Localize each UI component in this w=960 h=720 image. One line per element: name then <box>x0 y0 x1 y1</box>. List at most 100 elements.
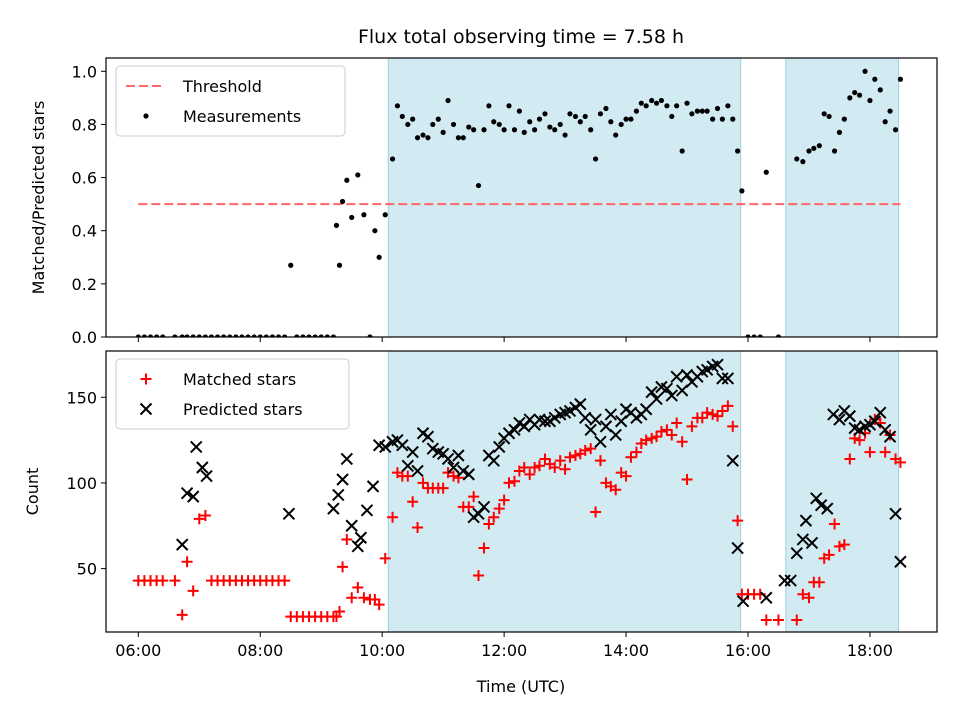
measurements-point <box>450 121 457 128</box>
measurements-point <box>577 119 583 125</box>
predicted-stars-point <box>190 440 203 454</box>
matched-stars-point <box>655 426 667 438</box>
matched-stars-point <box>686 420 698 432</box>
measurements-point <box>410 116 416 122</box>
matched-stars-point <box>334 605 346 617</box>
measurements-point <box>324 334 330 337</box>
measurements-point <box>282 334 288 337</box>
matched-stars-point <box>797 588 809 600</box>
measurements-point <box>618 121 624 128</box>
legend-label: Measurements <box>183 107 301 126</box>
measurements-point <box>521 129 527 135</box>
measurements-point <box>892 127 899 133</box>
predicted-stars-point <box>805 536 819 550</box>
matched-stars-point <box>727 420 739 432</box>
measurements-point <box>800 159 806 165</box>
y-tick-label: 150 <box>66 388 97 407</box>
y-axis-label-2: Count <box>23 468 42 516</box>
measurements-point <box>330 334 337 337</box>
measurements-point <box>664 103 670 109</box>
measurements-point <box>689 111 695 117</box>
matched-stars-point <box>407 496 419 508</box>
chart-title: Flux total observing time = 7.58 h <box>358 26 684 48</box>
measurements-point <box>160 334 166 337</box>
matched-stars-point <box>187 585 199 597</box>
measurements-point <box>897 76 904 82</box>
matched-stars-point <box>701 407 713 419</box>
measurements-point <box>710 116 716 122</box>
measurements-point <box>588 127 594 133</box>
markers-panel-1 <box>135 68 904 337</box>
measurements-point <box>757 334 763 337</box>
matched-stars-point <box>373 599 385 611</box>
legend-2: Matched stars Predicted stars <box>115 358 350 430</box>
matched-stars-point <box>549 462 561 474</box>
plot-frame-1 <box>105 57 938 338</box>
measurements-point <box>294 334 300 337</box>
measurements-point <box>425 135 431 141</box>
predicted-stars-point <box>894 555 907 568</box>
measurements-point <box>552 127 558 133</box>
measurements-point <box>471 127 477 133</box>
matched-stars-point <box>524 468 536 480</box>
measurements-point <box>141 334 148 337</box>
measurements-point <box>440 129 446 135</box>
measurements-point <box>318 334 324 337</box>
matched-stars-point <box>823 549 835 561</box>
measurements-point <box>208 334 215 337</box>
measurements-point <box>841 116 847 122</box>
measurements-point <box>288 262 294 268</box>
predicted-stars-point <box>452 449 465 462</box>
predicted-stars-point <box>396 439 409 452</box>
measurements-point <box>714 105 721 112</box>
measurements-point <box>649 97 655 104</box>
measurements-point <box>751 334 757 337</box>
observing-window-1 <box>387 350 742 633</box>
measurements-point <box>684 100 690 106</box>
matched-stars-point <box>493 503 505 515</box>
measurements-point <box>628 116 634 122</box>
predicted-stars-point <box>366 480 380 493</box>
predicted-stars-point <box>660 382 674 395</box>
predicted-stars-point <box>878 423 892 437</box>
x-axis-label: Time (UTC) <box>476 677 565 696</box>
predicted-stars-point <box>538 415 552 428</box>
measurements-point <box>486 103 492 109</box>
x-tick-label: 12:00 <box>481 641 527 660</box>
predicted-stars-point <box>180 487 194 500</box>
measurements-point <box>344 177 350 183</box>
predicted-stars-point <box>609 428 622 442</box>
matched-stars-point <box>176 609 188 621</box>
measurements-point <box>547 124 553 130</box>
measurements-point <box>725 103 731 109</box>
measurements-point <box>745 334 751 337</box>
legend-marker-swatch <box>143 113 149 119</box>
predicted-stars-point <box>351 540 365 553</box>
matched-stars-point <box>625 451 637 463</box>
matched-stars-point <box>193 513 205 525</box>
matched-stars-point <box>169 575 181 587</box>
measurements-point <box>475 182 482 189</box>
measurements-point <box>257 334 263 337</box>
matched-stars-point <box>279 575 291 587</box>
measurements-point <box>887 108 893 114</box>
observing-window-1 <box>387 57 742 338</box>
predicted-stars-point <box>604 408 618 421</box>
top-panel: 0.0 0.2 0.4 0.6 0.8 1.0 Matched/Predicted star… <box>29 57 938 347</box>
matched-stars-point <box>676 436 688 448</box>
matched-stars-point <box>864 446 876 458</box>
matched-stars-point <box>508 475 520 487</box>
measurements-point <box>730 116 736 122</box>
measurements-point <box>643 103 649 109</box>
predicted-stars-point <box>379 440 392 454</box>
measurements-point <box>227 334 233 337</box>
matched-stars-point <box>503 477 515 489</box>
predicted-stars-point <box>650 392 663 406</box>
predicted-stars-point <box>889 507 902 520</box>
measurements-point <box>184 334 190 337</box>
y-tick-label: 50 <box>77 560 97 579</box>
y-tick-label: 0.6 <box>72 169 97 188</box>
measurements-point <box>445 97 451 104</box>
predicted-stars-point <box>354 531 368 544</box>
predicted-stars-point <box>327 502 340 515</box>
